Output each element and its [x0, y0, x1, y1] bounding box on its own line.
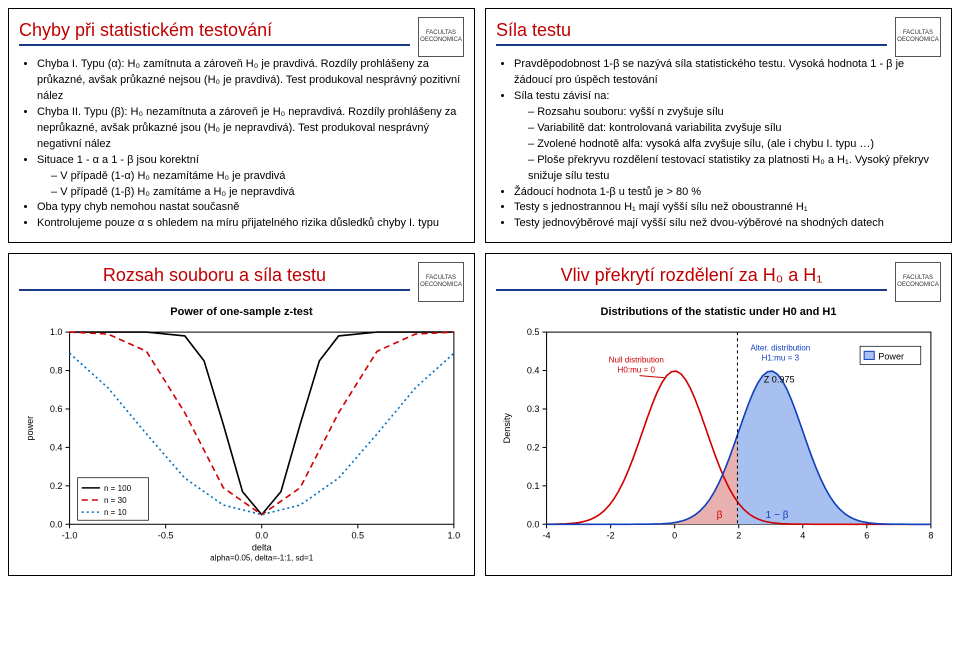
- svg-text:1 − β: 1 − β: [766, 511, 789, 522]
- page-grid: Chyby při statistickém testování FACULTA…: [0, 0, 960, 584]
- svg-text:0.3: 0.3: [527, 404, 540, 414]
- svg-text:0.2: 0.2: [527, 443, 540, 453]
- svg-text:n = 10: n = 10: [104, 508, 127, 517]
- bullet: Pravděpodobnost 1-β se nazývá síla stati…: [514, 57, 941, 89]
- svg-text:6: 6: [864, 531, 869, 541]
- svg-text:n = 30: n = 30: [104, 496, 127, 505]
- svg-text:0.2: 0.2: [50, 481, 63, 491]
- bullet: Testy jednovýběrové mají vyšší sílu než …: [514, 216, 941, 232]
- svg-text:n = 100: n = 100: [104, 484, 132, 493]
- chart-title-d: Distributions of the statistic under H0 …: [496, 306, 941, 318]
- svg-text:Z 0.975: Z 0.975: [764, 375, 795, 385]
- card-errors: Chyby při statistickém testování FACULTA…: [8, 8, 475, 243]
- bullet: Situace 1 - α a 1 - β jsou korektní V př…: [37, 153, 464, 201]
- sub-bullet: Variabilitě dat: kontrolovaná variabilit…: [528, 121, 941, 137]
- title-d: Vliv překrytí rozdělení za H₀ a H₁: [496, 265, 887, 291]
- bullet: Síla testu závisí na: Rozsahu souboru: v…: [514, 89, 941, 185]
- svg-text:0.5: 0.5: [351, 531, 364, 541]
- svg-text:1.0: 1.0: [50, 327, 63, 337]
- sub-bullet: Ploše překryvu rozdělení testovací stati…: [528, 153, 941, 185]
- title-a: Chyby při statistickém testování: [19, 20, 410, 46]
- svg-text:0.0: 0.0: [50, 520, 63, 530]
- bullet: Chyba II. Typu (β): H₀ nezamítnuta a zár…: [37, 105, 464, 153]
- logo-icon: FACULTAS OECONOMICA: [418, 17, 464, 57]
- overlap-chart: -4 -2 0 2 4 6 8 0.0 0.1 0.2 0.3 0.4 0.5 Z 0.975 Null d…: [496, 322, 941, 565]
- svg-text:Null distribution: Null distribution: [609, 356, 664, 365]
- sub-bullet: V případě (1-α) H₀ nezamítáme H₀ je prav…: [51, 169, 464, 185]
- power-chart: -1.0 -0.5 0.0 0.5 1.0 0.0 0.2 0.4 0.6 0.8 1.0 n = 1…: [19, 322, 464, 565]
- svg-text:4: 4: [800, 531, 805, 541]
- svg-text:H0:mu = 0: H0:mu = 0: [617, 366, 655, 375]
- bullets-b: Pravděpodobnost 1-β se nazývá síla stati…: [496, 57, 941, 232]
- svg-text:H1:mu = 3: H1:mu = 3: [762, 354, 800, 363]
- svg-text:0: 0: [672, 531, 677, 541]
- sub-bullet: Zvolené hodnotě alfa: vysoká alfa zvyšuj…: [528, 137, 941, 153]
- card-overlap: Vliv překrytí rozdělení za H₀ a H₁ FACUL…: [485, 253, 952, 576]
- title-b: Síla testu: [496, 20, 887, 46]
- svg-text:0.4: 0.4: [50, 443, 63, 453]
- svg-text:-1.0: -1.0: [62, 531, 78, 541]
- svg-text:-2: -2: [607, 531, 615, 541]
- svg-text:0.0: 0.0: [255, 531, 268, 541]
- bullet: Testy s jednostrannou H₁ mají vyšší sílu…: [514, 200, 941, 216]
- svg-text:8: 8: [928, 531, 933, 541]
- bullet: Oba typy chyb nemohou nastat současně: [37, 200, 464, 216]
- svg-text:0.1: 0.1: [527, 481, 540, 491]
- logo-icon: FACULTAS OECONOMICA: [418, 262, 464, 302]
- logo-icon: FACULTAS OECONOMICA: [895, 17, 941, 57]
- svg-text:1.0: 1.0: [448, 531, 461, 541]
- title-c: Rozsah souboru a síla testu: [19, 265, 410, 291]
- svg-text:Density: Density: [502, 413, 512, 444]
- bullets-a: Chyba I. Typu (α): H₀ zamítnuta a zárove…: [19, 57, 464, 232]
- bullet: Žádoucí hodnota 1-β u testů je > 80 %: [514, 185, 941, 201]
- svg-text:β: β: [717, 511, 723, 522]
- svg-text:alpha=0.05, delta=-1:1, sd=1: alpha=0.05, delta=-1:1, sd=1: [210, 554, 314, 563]
- svg-text:0.6: 0.6: [50, 404, 63, 414]
- bullet: Chyba I. Typu (α): H₀ zamítnuta a zárove…: [37, 57, 464, 105]
- svg-text:2: 2: [736, 531, 741, 541]
- card-samplesize: Rozsah souboru a síla testu FACULTAS OEC…: [8, 253, 475, 576]
- svg-text:0.5: 0.5: [527, 327, 540, 337]
- sub-bullet: Rozsahu souboru: vyšší n zvyšuje sílu: [528, 105, 941, 121]
- svg-text:power: power: [25, 416, 35, 441]
- bullet: Kontrolujeme pouze α s ohledem na míru p…: [37, 216, 464, 232]
- svg-text:Alter. distribution: Alter. distribution: [751, 344, 811, 353]
- card-power: Síla testu FACULTAS OECONOMICA Pravděpod…: [485, 8, 952, 243]
- svg-text:Power: Power: [878, 352, 904, 362]
- sub-bullet: V případě (1-β) H₀ zamítáme a H₀ je nepr…: [51, 185, 464, 201]
- chart-title-c: Power of one-sample z-test: [19, 306, 464, 318]
- svg-text:0.4: 0.4: [527, 366, 540, 376]
- logo-icon: FACULTAS OECONOMICA: [895, 262, 941, 302]
- svg-text:0.8: 0.8: [50, 366, 63, 376]
- svg-text:-0.5: -0.5: [158, 531, 174, 541]
- svg-text:-4: -4: [543, 531, 551, 541]
- svg-text:0.0: 0.0: [527, 520, 540, 530]
- svg-text:delta: delta: [252, 543, 273, 553]
